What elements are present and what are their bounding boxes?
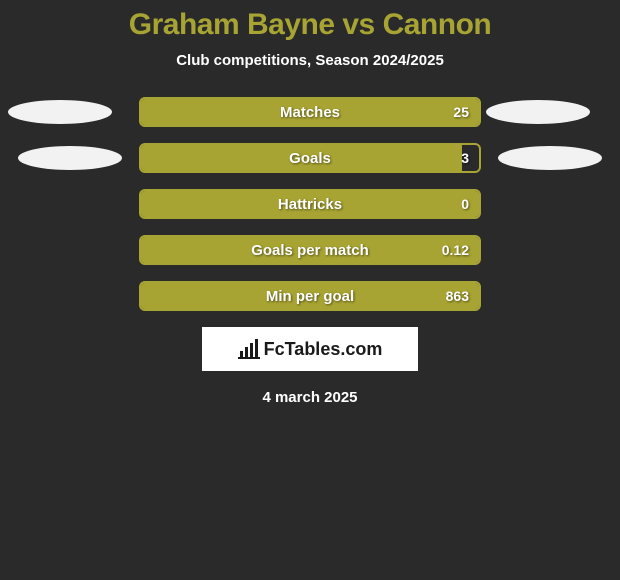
stat-label: Hattricks bbox=[141, 196, 479, 213]
stat-value: 0 bbox=[461, 196, 469, 212]
stat-label: Goals bbox=[141, 150, 479, 167]
stat-value: 0.12 bbox=[442, 242, 469, 258]
player-badge-left bbox=[8, 100, 112, 124]
stat-label: Goals per match bbox=[141, 242, 479, 259]
stat-bar: Hattricks0 bbox=[139, 189, 481, 219]
stat-value: 3 bbox=[461, 150, 469, 166]
bar-chart-icon bbox=[238, 339, 260, 359]
stat-row: Hattricks0 bbox=[0, 189, 620, 219]
stat-row: Matches25 bbox=[0, 97, 620, 127]
date-label: 4 march 2025 bbox=[0, 389, 620, 406]
page-title: Graham Bayne vs Cannon bbox=[0, 8, 620, 42]
stat-value: 25 bbox=[453, 104, 469, 120]
stat-bar: Min per goal863 bbox=[139, 281, 481, 311]
comparison-infographic: Graham Bayne vs Cannon Club competitions… bbox=[0, 0, 620, 406]
stat-row: Goals per match0.12 bbox=[0, 235, 620, 265]
stat-label: Matches bbox=[141, 104, 479, 121]
stat-row: Goals3 bbox=[0, 143, 620, 173]
player-badge-right bbox=[486, 100, 590, 124]
stats-rows: Matches25 Goals3 Hattricks0 Goals per match… bbox=[0, 97, 620, 311]
stat-bar: Goals3 bbox=[139, 143, 481, 173]
logo-text: FcTables.com bbox=[264, 339, 383, 360]
stat-bar: Matches25 bbox=[139, 97, 481, 127]
logo-box: FcTables.com bbox=[202, 327, 418, 371]
stat-label: Min per goal bbox=[141, 288, 479, 305]
player-badge-right bbox=[498, 146, 602, 170]
stat-bar: Goals per match0.12 bbox=[139, 235, 481, 265]
stat-row: Min per goal863 bbox=[0, 281, 620, 311]
player-badge-left bbox=[18, 146, 122, 170]
subtitle: Club competitions, Season 2024/2025 bbox=[0, 52, 620, 69]
stat-value: 863 bbox=[446, 288, 469, 304]
